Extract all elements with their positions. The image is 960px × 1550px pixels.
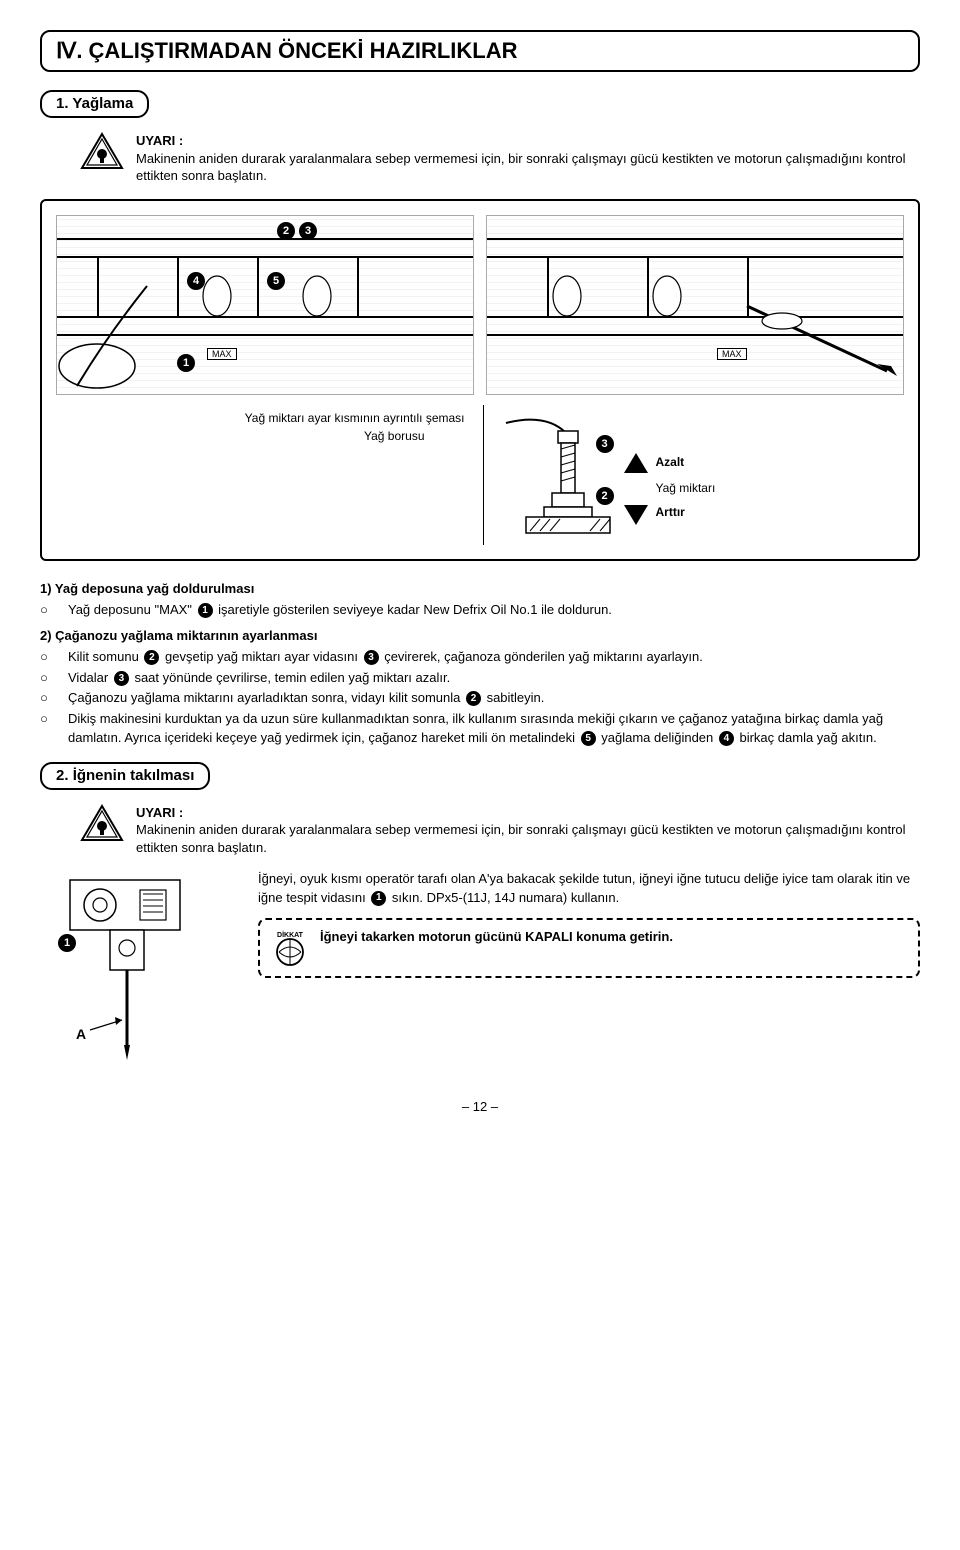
- inline-badge-3b: 3: [114, 671, 129, 686]
- bullet-icon: ○: [40, 668, 58, 688]
- step2-bullet4: ○ Dikiş makinesini kurduktan ya da uzun …: [40, 709, 920, 748]
- subsection-1-box: 1. Yağlama: [40, 90, 149, 118]
- warning-body: Makinenin aniden durarak yaralanmalara s…: [136, 150, 920, 185]
- bullet-icon: ○: [40, 709, 58, 748]
- detail-caption: Yağ miktarı ayar kısmının ayrıntılı şema…: [56, 411, 465, 425]
- warning-title-2: UYARI :: [136, 804, 920, 822]
- inline-badge-5: 5: [581, 731, 596, 746]
- detail-caption-col: Yağ miktarı ayar kısmının ayrıntılı şema…: [56, 405, 471, 545]
- step2-title: 2) Çağanozu yağlama miktarının ayarlanma…: [40, 626, 920, 646]
- needle-diagram-icon: [40, 870, 240, 1070]
- step1-bullet1: ○ Yağ deposunu "MAX" 1 işaretiyle göster…: [40, 600, 920, 620]
- section-title-box: Ⅳ. ÇALIŞTIRMADAN ÖNCEKİ HAZIRLIKLAR: [40, 30, 920, 72]
- badge-5: 5: [267, 272, 285, 290]
- warning-text-2: UYARI : Makinenin aniden durarak yaralan…: [136, 804, 920, 857]
- needle-block: 1 A İğneyi, oyuk kısmı operatör tarafı o…: [40, 870, 920, 1075]
- detail-row: Yağ miktarı ayar kısmının ayrıntılı şema…: [56, 405, 904, 545]
- badge-2: 2: [277, 222, 295, 240]
- needle-figure: 1 A: [40, 870, 240, 1075]
- amount-label: Yağ miktarı: [656, 481, 716, 495]
- diagram-left: 2 3 4 5 1 MAX: [56, 215, 474, 395]
- inline-badge-2: 2: [144, 650, 159, 665]
- badge-3: 3: [299, 222, 317, 240]
- decrease-label: Azalt: [656, 455, 685, 469]
- subsection-1-title: 1. Yağlama: [56, 95, 133, 112]
- max-label-left: MAX: [207, 348, 237, 360]
- diagram-row: 2 3 4 5 1 MAX MAX: [56, 215, 904, 395]
- screw-detail-icon: [496, 405, 696, 545]
- max-label-right: MAX: [717, 348, 747, 360]
- bullet-icon: ○: [40, 600, 58, 620]
- inline-badge-1b: 1: [371, 891, 386, 906]
- detail-divider: [483, 405, 484, 545]
- bullet-icon: ○: [40, 688, 58, 708]
- section-title: Ⅳ. ÇALIŞTIRMADAN ÖNCEKİ HAZIRLIKLAR: [56, 38, 518, 63]
- badge-4: 4: [187, 272, 205, 290]
- inline-badge-4: 4: [719, 731, 734, 746]
- section-title-text: ÇALIŞTIRMADAN ÖNCEKİ HAZIRLIKLAR: [89, 38, 518, 63]
- warning-triangle-icon: [80, 804, 124, 842]
- diagram-right: MAX: [486, 215, 904, 395]
- caution-box: DİKKAT İğneyi takarken motorun gücünü KA…: [258, 918, 920, 978]
- subsection-2-box: 2. İğnenin takılması: [40, 762, 210, 790]
- needle-text: İğneyi, oyuk kısmı operatör tarafı olan …: [258, 870, 920, 1075]
- step2-bullet1: ○ Kilit somunu 2 gevşetip yağ miktarı ay…: [40, 647, 920, 667]
- detail-badge-3: 3: [596, 435, 614, 453]
- warning-text-1: UYARI : Makinenin aniden durarak yaralan…: [136, 132, 920, 185]
- badge-1: 1: [177, 354, 195, 372]
- diagram-box: 2 3 4 5 1 MAX MAX: [40, 199, 920, 561]
- detail-figure: 3 2 Azalt Yağ miktarı Arttır: [496, 405, 905, 545]
- warning-body-2: Makinenin aniden durarak yaralanmalara s…: [136, 821, 920, 856]
- step2-bullet2: ○ Vidalar 3 saat yönünde çevrilirse, tem…: [40, 668, 920, 688]
- step1-title: 1) Yağ deposuna yağ doldurulması: [40, 579, 920, 599]
- inline-badge-1: 1: [198, 603, 213, 618]
- warning-title: UYARI :: [136, 132, 920, 150]
- step2-bullet3: ○ Çağanozu yağlama miktarını ayarladıkta…: [40, 688, 920, 708]
- warning-triangle-icon: [80, 132, 124, 170]
- caution-globe-icon: DİKKAT: [270, 928, 310, 968]
- bullet-icon: ○: [40, 647, 58, 667]
- inline-badge-3: 3: [364, 650, 379, 665]
- caution-text: İğneyi takarken motorun gücünü KAPALI ko…: [320, 928, 673, 946]
- subsection-2-title: 2. İğnenin takılması: [56, 767, 194, 784]
- increase-label: Arttır: [656, 505, 685, 519]
- detail-badge-2: 2: [596, 487, 614, 505]
- oil-pipe-caption: Yağ borusu: [56, 429, 465, 443]
- svg-text:DİKKAT: DİKKAT: [277, 931, 304, 939]
- warning-block-2: UYARI : Makinenin aniden durarak yaralan…: [80, 804, 920, 857]
- steps-block: 1) Yağ deposuna yağ doldurulması ○ Yağ d…: [40, 579, 920, 748]
- inline-badge-2b: 2: [466, 691, 481, 706]
- label-A: A: [76, 1026, 86, 1042]
- page-number: – 12 –: [40, 1099, 920, 1114]
- warning-block-1: UYARI : Makinenin aniden durarak yaralan…: [80, 132, 920, 185]
- section-roman: Ⅳ: [56, 38, 76, 63]
